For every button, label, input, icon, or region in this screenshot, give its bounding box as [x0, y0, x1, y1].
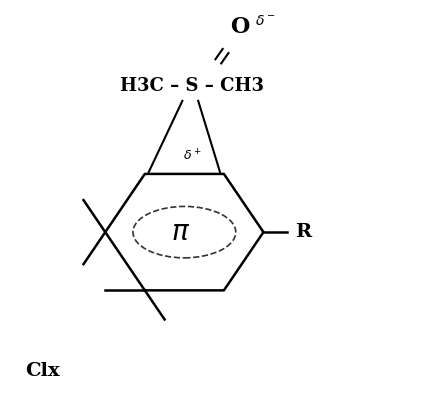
Text: Clx: Clx [25, 362, 59, 379]
Text: $\delta^-$: $\delta^-$ [255, 14, 276, 28]
Text: H3C – S – CH3: H3C – S – CH3 [120, 77, 264, 95]
Text: R: R [295, 223, 311, 241]
Text: $\pi$: $\pi$ [171, 219, 190, 246]
Text: O: O [230, 16, 249, 38]
Text: $\delta^+$: $\delta^+$ [183, 148, 202, 164]
